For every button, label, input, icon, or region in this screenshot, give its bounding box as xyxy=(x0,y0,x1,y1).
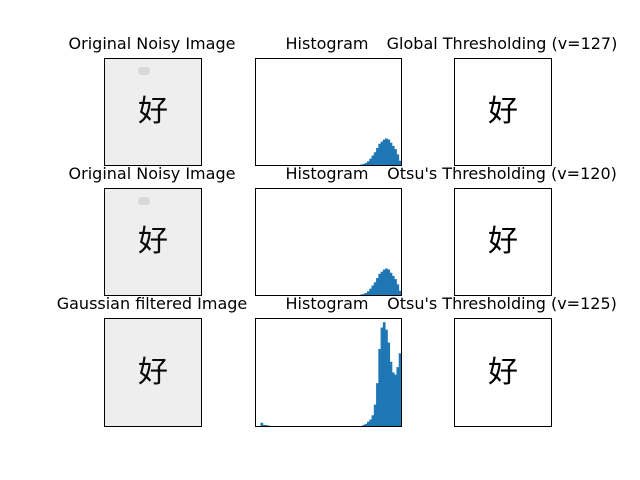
histogram-bar xyxy=(360,294,363,295)
thresholded-image-panel: 好 xyxy=(454,188,552,296)
histogram-bar xyxy=(396,367,400,426)
histogram-bar xyxy=(387,139,391,165)
histogram-bar xyxy=(398,290,401,295)
histogram-bar xyxy=(380,271,384,295)
title-original-noisy-image: Original Noisy Image xyxy=(68,34,236,53)
histogram-bar xyxy=(398,353,401,426)
title-original-noisy-image: Original Noisy Image xyxy=(68,164,236,183)
histogram-bar xyxy=(376,383,379,426)
histogram-bar xyxy=(367,291,370,295)
histogram-bar xyxy=(382,269,386,295)
histogram-bar xyxy=(398,160,401,165)
histogram-bar xyxy=(378,143,382,165)
thresholded-image-panel: 好 xyxy=(454,58,552,166)
histogram-bar xyxy=(389,361,393,426)
image-character: 好 xyxy=(138,94,168,129)
histogram-bar xyxy=(380,141,384,165)
histogram-bar xyxy=(391,145,395,165)
histogram-bar xyxy=(385,268,388,295)
histogram-bar xyxy=(378,273,382,295)
image-smudge xyxy=(138,67,150,75)
histogram-panel xyxy=(255,58,402,166)
histogram-bar xyxy=(378,348,382,426)
histogram-bar xyxy=(387,269,391,295)
histogram-bar xyxy=(380,327,384,426)
histogram-bar xyxy=(367,161,370,165)
histogram-bar xyxy=(373,282,377,295)
histogram-bar xyxy=(376,148,379,165)
histogram-bar xyxy=(360,164,363,165)
histogram-bar xyxy=(389,272,393,295)
histogram-bar xyxy=(382,322,386,426)
histogram-bar xyxy=(394,149,397,165)
histogram-bar xyxy=(260,422,264,426)
histogram-bar xyxy=(364,162,368,165)
histogram-panel xyxy=(255,318,402,427)
image-character: 好 xyxy=(488,224,518,259)
title-gaussian-filtered-image: Gaussian filtered Image xyxy=(56,294,248,313)
title-histogram: Histogram xyxy=(285,164,369,183)
histogram-panel xyxy=(255,188,402,296)
histogram-bar xyxy=(373,152,377,165)
gaussian-image-panel: 好 xyxy=(104,318,202,427)
histogram-bar xyxy=(382,139,386,165)
histogram-bar xyxy=(371,285,375,295)
histogram-bar xyxy=(391,372,395,426)
image-character: 好 xyxy=(488,354,518,390)
histogram-bar xyxy=(262,424,266,426)
histogram-bar xyxy=(394,374,397,426)
noisy-image-panel: 好 xyxy=(104,188,202,296)
histogram-bar xyxy=(362,424,366,426)
histogram-plot xyxy=(360,138,401,165)
histogram-plot xyxy=(360,268,401,295)
histogram-bar xyxy=(364,423,368,426)
histogram-bar xyxy=(362,163,366,165)
histogram-bar xyxy=(387,342,391,426)
histogram-bar xyxy=(396,284,400,295)
title-histogram: Histogram xyxy=(285,34,369,53)
histogram-bar xyxy=(373,404,377,426)
histogram-bar xyxy=(389,142,393,165)
histogram-plot xyxy=(260,322,401,426)
histogram-bar xyxy=(364,292,368,295)
image-smudge xyxy=(138,197,150,205)
histogram-bar xyxy=(396,154,400,165)
histogram-bar xyxy=(385,329,388,426)
image-character: 好 xyxy=(488,94,518,129)
histogram-bar xyxy=(376,278,379,295)
noisy-image-panel: 好 xyxy=(104,58,202,166)
thresholded-image-panel: 好 xyxy=(454,318,552,427)
histogram-bar xyxy=(369,419,372,426)
histogram-bar xyxy=(391,275,395,295)
histogram-bar xyxy=(371,155,375,165)
histogram-bar xyxy=(371,415,375,426)
histogram-bar xyxy=(369,158,372,165)
histogram-bar xyxy=(369,288,372,295)
image-character: 好 xyxy=(138,224,168,259)
histogram-bar xyxy=(265,425,268,426)
title-otsu-thresholding: Otsu's Thresholding (v=120) xyxy=(387,164,617,183)
image-character: 好 xyxy=(138,354,168,390)
title-otsu-thresholding: Otsu's Thresholding (v=125) xyxy=(387,294,617,313)
histogram-bar xyxy=(367,421,370,426)
histogram-bar xyxy=(385,138,388,165)
histogram-bar xyxy=(394,279,397,295)
title-global-thresholding: Global Thresholding (v=127) xyxy=(386,34,618,53)
histogram-bar xyxy=(362,293,366,295)
title-histogram: Histogram xyxy=(285,294,369,313)
